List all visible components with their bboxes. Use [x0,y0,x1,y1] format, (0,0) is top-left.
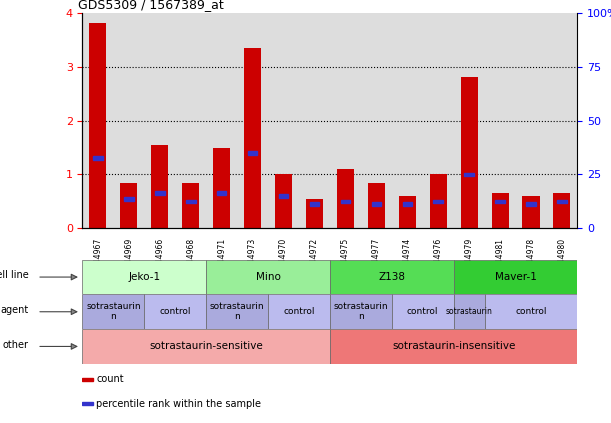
Bar [403,202,412,206]
Text: sotrastaurin
n: sotrastaurin n [86,302,141,321]
Text: Mino: Mino [255,272,280,282]
Bar [275,174,292,228]
Bar [82,13,114,228]
Bar [155,192,164,195]
Text: sotrastaurin-insensitive: sotrastaurin-insensitive [392,341,515,352]
Bar [337,169,354,228]
Bar [330,13,361,228]
Text: agent: agent [1,305,29,315]
Bar [522,196,540,228]
Bar [82,260,206,294]
Bar [516,13,546,228]
Bar [423,13,453,228]
Bar [392,13,423,228]
Bar [554,193,571,228]
Bar [557,200,566,203]
Bar [244,48,261,228]
Bar [89,24,106,228]
Bar [248,151,257,155]
Bar [526,202,536,206]
Text: other: other [3,340,29,350]
Bar [152,145,168,228]
Bar [341,200,350,203]
Text: Maver-1: Maver-1 [494,272,536,282]
Bar [175,13,206,228]
Bar [124,197,134,201]
Text: Jeko-1: Jeko-1 [128,272,161,282]
Bar [330,260,453,294]
Bar [237,13,268,228]
Bar [371,202,381,206]
Bar [453,294,485,329]
Bar [82,402,93,405]
Bar [306,199,323,228]
Bar [453,13,485,228]
Text: control: control [284,307,315,316]
Bar [144,13,175,228]
Bar [182,183,199,228]
Text: cell line: cell line [0,270,29,280]
Text: sotrastaurin
n: sotrastaurin n [334,302,388,321]
Text: GDS5309 / 1567389_at: GDS5309 / 1567389_at [78,0,223,11]
Bar [120,183,137,228]
Text: control: control [515,307,547,316]
Bar [392,294,453,329]
Bar [206,294,268,329]
Bar [114,13,144,228]
Text: control: control [159,307,191,316]
Bar [217,192,227,195]
Bar [144,294,206,329]
Bar [433,200,443,203]
Bar [361,13,392,228]
Bar [186,200,196,203]
Bar [310,202,319,206]
Text: count: count [97,374,124,384]
Bar [330,329,577,364]
Bar [268,294,330,329]
Bar [93,157,103,160]
Bar [461,77,478,228]
Bar [485,294,577,329]
Bar [82,378,93,381]
Bar [430,174,447,228]
Bar [492,193,508,228]
Bar [464,173,474,176]
Bar [453,260,577,294]
Bar [279,194,288,198]
Bar [368,183,385,228]
Bar [485,13,516,228]
Bar [206,13,237,228]
Bar [82,329,330,364]
Bar [268,13,299,228]
Bar [330,294,392,329]
Bar [82,294,144,329]
Text: control: control [407,307,439,316]
Text: sotrastaurin: sotrastaurin [445,307,492,316]
Text: sotrastaurin-sensitive: sotrastaurin-sensitive [149,341,263,352]
Bar [299,13,330,228]
Bar [213,148,230,228]
Bar [206,260,330,294]
Text: Z138: Z138 [378,272,405,282]
Text: percentile rank within the sample: percentile rank within the sample [97,398,262,409]
Bar [546,13,577,228]
Text: sotrastaurin
n: sotrastaurin n [210,302,265,321]
Bar [496,200,505,203]
Bar [399,196,415,228]
